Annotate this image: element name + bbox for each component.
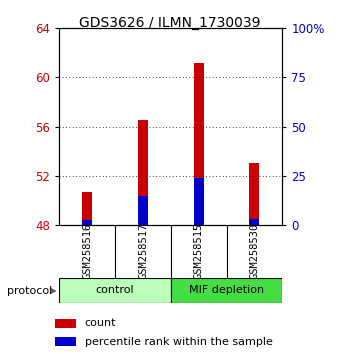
Bar [194,63,204,225]
Bar [249,219,259,225]
Text: GSM258517: GSM258517 [138,223,148,279]
Bar [249,164,259,225]
Text: count: count [85,318,116,329]
Bar [59,278,171,303]
Text: GSM258530: GSM258530 [249,223,259,279]
Bar [194,177,204,225]
Text: GSM258516: GSM258516 [82,223,92,279]
Bar [55,319,76,327]
Bar [55,337,76,346]
Text: protocol: protocol [7,286,53,296]
Text: percentile rank within the sample: percentile rank within the sample [85,337,273,347]
Text: MIF depletion: MIF depletion [189,285,264,295]
Text: control: control [96,285,135,295]
Bar [138,120,148,225]
Text: GSM258515: GSM258515 [194,223,204,279]
Bar [171,278,282,303]
Bar [82,221,92,225]
Text: GDS3626 / ILMN_1730039: GDS3626 / ILMN_1730039 [79,16,261,30]
Bar [82,192,92,225]
Bar [138,196,148,225]
